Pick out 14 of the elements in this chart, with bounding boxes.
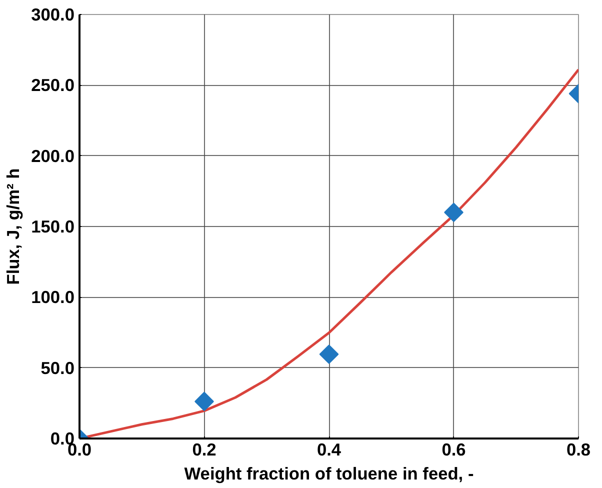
y-tick-label: 200.0 bbox=[31, 146, 75, 166]
x-tick-label: 0.6 bbox=[442, 440, 466, 460]
y-axis-title: Flux, J, g/m² h bbox=[3, 168, 24, 285]
x-tick-label: 0.8 bbox=[566, 440, 591, 460]
point bbox=[194, 392, 214, 412]
x-tick-label: 0.4 bbox=[316, 440, 342, 460]
y-tick-label: 250.0 bbox=[31, 75, 75, 96]
y-tick-label: 150.0 bbox=[31, 216, 75, 236]
y-tick-label: 100.0 bbox=[31, 287, 75, 308]
y-tick-label: 50.0 bbox=[40, 358, 75, 378]
y-tick-label: 300.0 bbox=[31, 4, 75, 24]
x-axis-title: Weight fraction of toluene in feed, - bbox=[184, 464, 474, 484]
point bbox=[319, 344, 339, 364]
x-tick-label: 0.2 bbox=[192, 440, 216, 460]
